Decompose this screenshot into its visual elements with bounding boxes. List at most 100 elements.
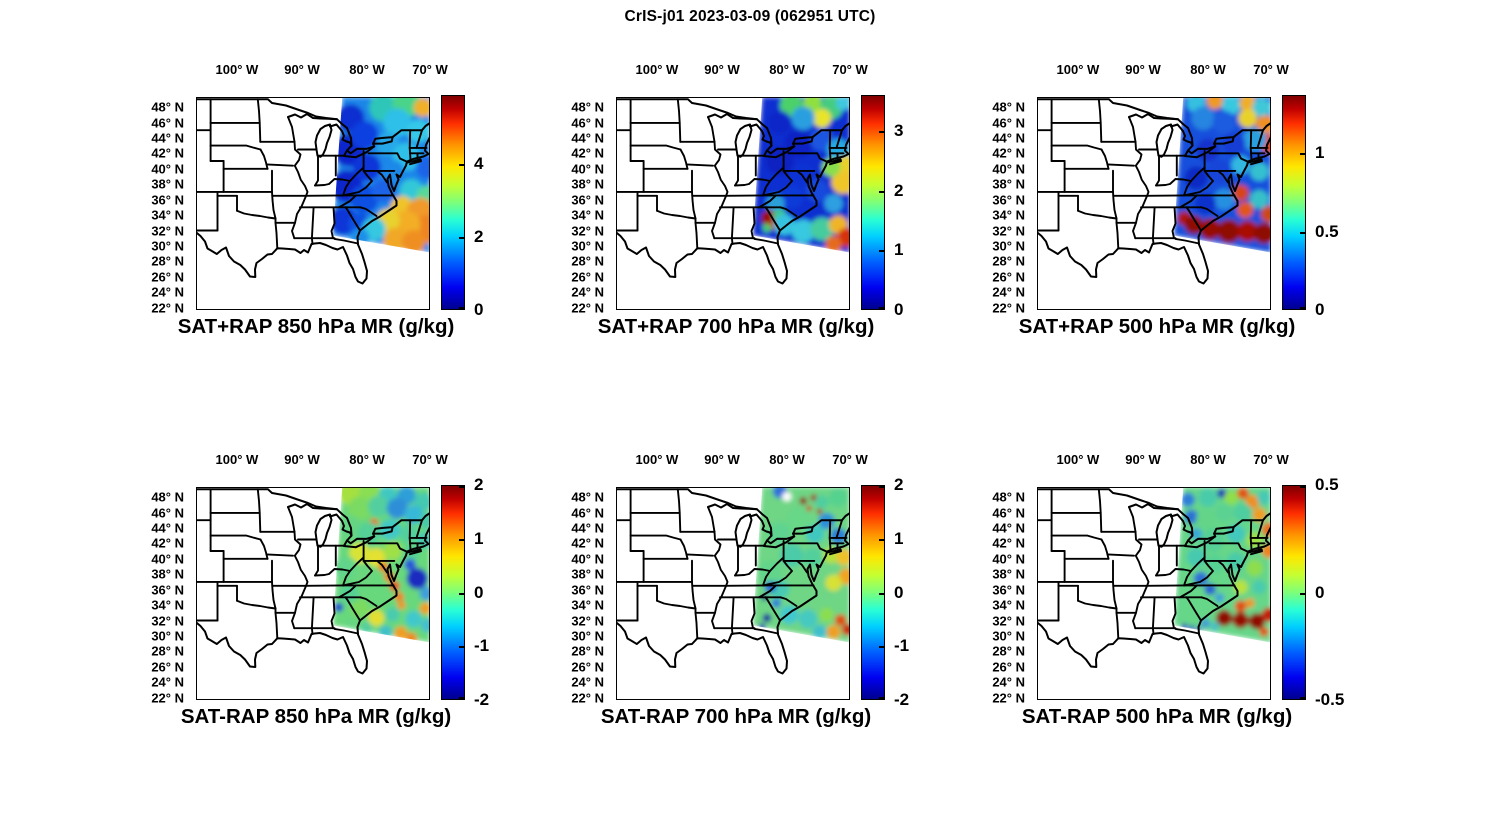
- lat-tick-label: 48° N: [151, 489, 184, 505]
- lat-tick-label: 48° N: [992, 489, 1025, 505]
- lat-tick-label: 34° N: [992, 597, 1025, 613]
- colorbar-tick: [459, 307, 464, 309]
- lat-tick-label: 30° N: [151, 628, 184, 644]
- colorbar-tick: [879, 697, 884, 699]
- lat-tick-label: 24° N: [571, 284, 604, 300]
- colorbar-tick-label: 0: [474, 300, 484, 319]
- lon-tick-label: 70° W: [1253, 452, 1289, 467]
- lon-tick-label: 70° W: [412, 452, 448, 467]
- lon-tick-label: 70° W: [832, 452, 868, 467]
- lat-tick-label: 40° N: [151, 551, 184, 567]
- lon-tick-label: 100° W: [215, 452, 259, 467]
- lat-tick-label: 32° N: [571, 613, 604, 629]
- lat-tick-label: 44° N: [151, 520, 184, 536]
- lat-tick-label: 30° N: [992, 628, 1025, 644]
- lat-tick-label: 38° N: [571, 566, 604, 582]
- colorbar-tick: [879, 307, 884, 309]
- lat-tick-label: 32° N: [151, 223, 184, 239]
- lat-tick-label: 46° N: [992, 115, 1025, 131]
- lat-tick-label: 28° N: [151, 643, 184, 659]
- lat-tick-label: 42° N: [151, 145, 184, 161]
- colorbar-tick-label: 1: [1315, 143, 1325, 163]
- latitude-axis: 48° N 46° N 44° N 42° N 40° N 38° N 36° N 34° N…: [556, 442, 612, 742]
- lon-tick-label: 80° W: [1190, 62, 1226, 77]
- figure-title: CrIS-j01 2023-03-09 (062951 UTC): [624, 8, 876, 25]
- lat-tick-label: 32° N: [992, 613, 1025, 629]
- colorbar: [861, 95, 885, 310]
- map-panel-sat-minus-rap-850: 48° N 46° N 44° N 42° N 40° N 38° N 36° N 34° N…: [136, 442, 516, 742]
- colorbar: [441, 95, 465, 310]
- lat-tick-label: 22° N: [992, 690, 1025, 706]
- colorbar-tick-label: -2: [474, 690, 490, 709]
- satellite-swath: [332, 97, 430, 253]
- lat-tick-label: 38° N: [571, 176, 604, 192]
- lat-tick-label: 26° N: [571, 659, 604, 675]
- colorbar-tick-label: 0: [894, 300, 904, 319]
- lat-tick-label: 22° N: [571, 300, 604, 316]
- colorbar-tick: [459, 538, 464, 541]
- colorbar: [1282, 485, 1306, 700]
- panel-title-sat-minus-rap-850: SAT-RAP 850 hPa MR (g/kg): [180, 705, 452, 728]
- colorbar-tick: [1300, 153, 1305, 156]
- lat-tick-label: 38° N: [992, 566, 1025, 582]
- lat-tick-label: 30° N: [151, 238, 184, 254]
- latitude-axis: 48° N 46° N 44° N 42° N 40° N 38° N 36° N 34° N…: [977, 442, 1033, 742]
- colorbar-tick: [1300, 307, 1305, 309]
- lat-tick-label: 24° N: [992, 674, 1025, 690]
- lat-tick-label: 32° N: [992, 223, 1025, 239]
- lat-tick-label: 46° N: [571, 115, 604, 131]
- lat-tick-label: 40° N: [571, 161, 604, 177]
- lat-tick-label: 48° N: [151, 99, 184, 115]
- lat-tick-label: 24° N: [151, 284, 184, 300]
- lat-tick-label: 22° N: [992, 300, 1025, 316]
- lat-tick-label: 24° N: [992, 284, 1025, 300]
- map-panel-sat-minus-rap-700: 48° N 46° N 44° N 42° N 40° N 38° N 36° N 34° N…: [556, 442, 936, 742]
- colorbar-tick-label: 0: [1315, 300, 1325, 319]
- map-plot: [196, 97, 430, 310]
- lon-tick-label: 70° W: [832, 62, 868, 77]
- lat-tick-label: 42° N: [992, 535, 1025, 551]
- colorbar-tick-label: 0.5: [1315, 221, 1339, 241]
- map-panel-sat-minus-rap-500: 48° N 46° N 44° N 42° N 40° N 38° N 36° N 34° N…: [977, 442, 1357, 742]
- colorbar-tick: [1300, 486, 1305, 488]
- lat-tick-label: 44° N: [992, 520, 1025, 536]
- colorbar-tick-label: 3: [894, 120, 904, 140]
- lat-tick-label: 44° N: [992, 130, 1025, 146]
- lon-tick-label: 100° W: [1056, 62, 1100, 77]
- lat-tick-label: 28° N: [992, 643, 1025, 659]
- lat-tick-label: 36° N: [992, 192, 1025, 208]
- lat-tick-label: 34° N: [571, 207, 604, 223]
- colorbar-tick: [879, 486, 884, 488]
- colorbar-tick-label: 1: [894, 240, 904, 260]
- lat-tick-label: 36° N: [992, 582, 1025, 598]
- lat-tick-label: 28° N: [571, 643, 604, 659]
- lat-tick-label: 40° N: [151, 161, 184, 177]
- lon-tick-label: 70° W: [412, 62, 448, 77]
- lat-tick-label: 48° N: [571, 489, 604, 505]
- lat-tick-label: 48° N: [571, 99, 604, 115]
- colorbar-tick-label: 1: [474, 528, 484, 548]
- lat-tick-label: 24° N: [571, 674, 604, 690]
- lon-tick-label: 100° W: [635, 62, 679, 77]
- lat-tick-label: 22° N: [151, 300, 184, 316]
- panel-title-sat-plus-rap-500: SAT+RAP 500 hPa MR (g/kg): [1018, 315, 1296, 338]
- lon-tick-label: 80° W: [349, 62, 385, 77]
- lat-tick-label: 36° N: [571, 582, 604, 598]
- lat-tick-label: 26° N: [151, 269, 184, 285]
- lat-tick-label: 30° N: [571, 238, 604, 254]
- colorbar-tick-label: 2: [894, 180, 904, 200]
- colorbar-tick-label: 2: [894, 475, 904, 494]
- map-plot: [616, 487, 850, 700]
- map-panel-sat-plus-rap-700: 48° N 46° N 44° N 42° N 40° N 38° N 36° N 34° N…: [556, 52, 936, 352]
- colorbar-tick-label: 0: [894, 582, 904, 602]
- lat-tick-label: 34° N: [151, 597, 184, 613]
- lon-tick-label: 90° W: [284, 452, 320, 467]
- lon-tick-label: 80° W: [769, 62, 805, 77]
- colorbar-tick-label: 2: [474, 475, 484, 494]
- lat-tick-label: 26° N: [151, 659, 184, 675]
- lat-tick-label: 44° N: [571, 130, 604, 146]
- lat-tick-label: 44° N: [151, 130, 184, 146]
- lon-tick-label: 70° W: [1253, 62, 1289, 77]
- map-plot: [1037, 97, 1271, 310]
- colorbar-tick-label: -0.5: [1315, 690, 1345, 709]
